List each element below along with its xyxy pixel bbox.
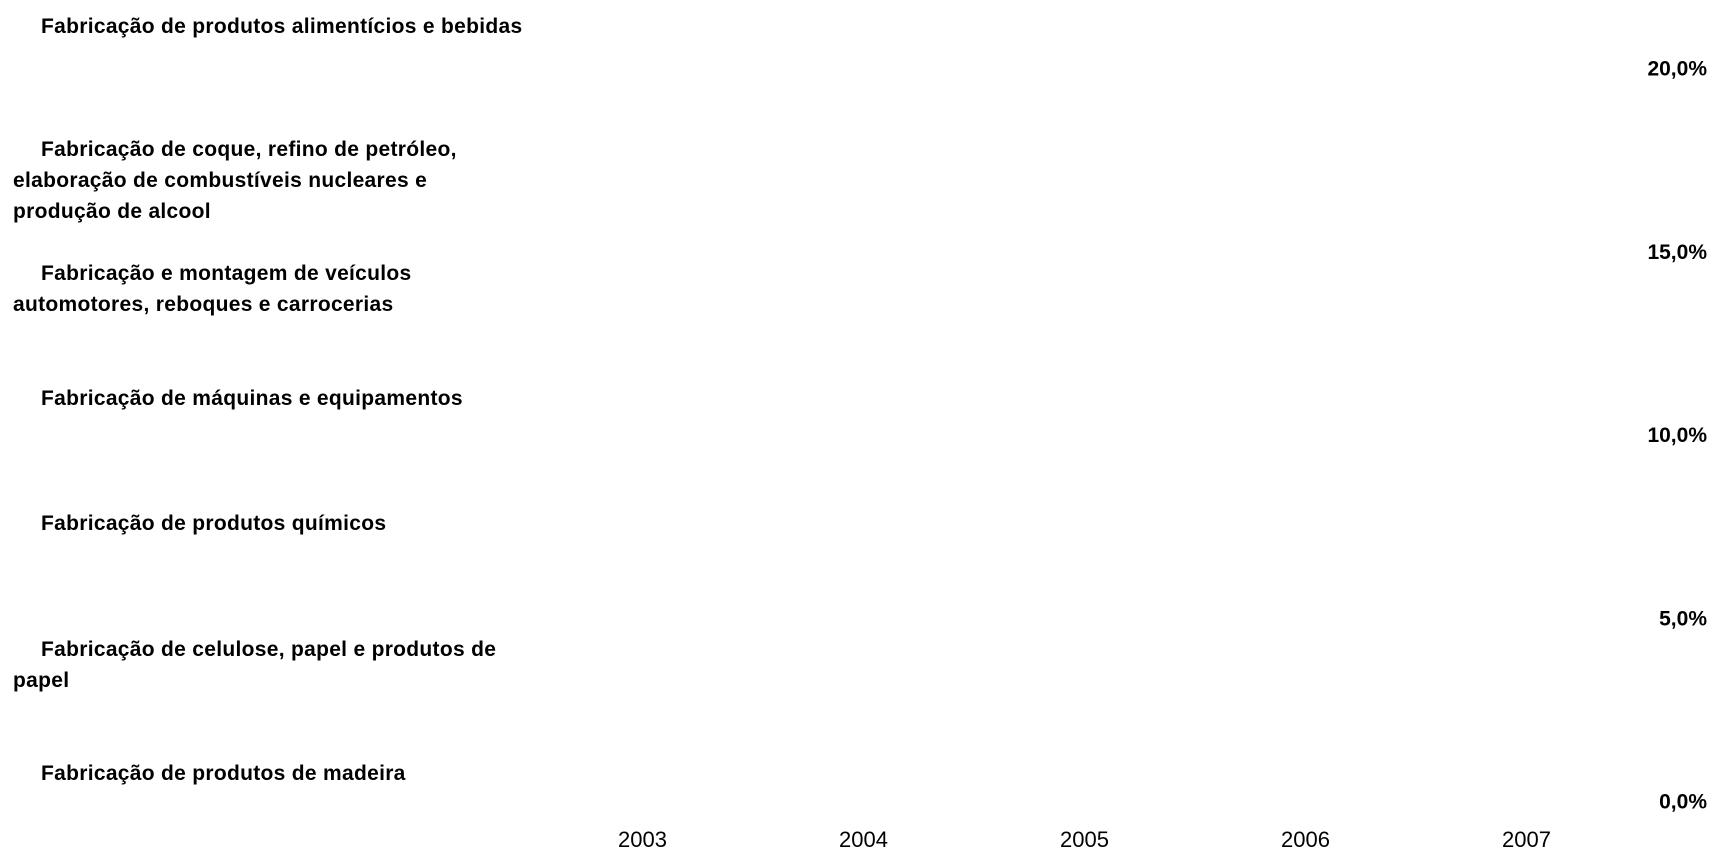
legend-entry: Fabricação de coque, refino de petróleo,…: [13, 138, 457, 223]
x-tick-label: 2003: [618, 827, 667, 852]
y-tick-label: 15,0%: [1647, 241, 1707, 264]
x-tick-label: 2007: [1502, 827, 1551, 852]
legend-entry: Fabricação de produtos de madeira: [41, 762, 406, 785]
y-tick-label: 0,0%: [1659, 791, 1707, 814]
x-tick-label: 2006: [1281, 827, 1330, 852]
y-tick-label: 5,0%: [1659, 607, 1707, 630]
y-tick-label: 10,0%: [1647, 424, 1707, 447]
y-tick-label: 20,0%: [1647, 58, 1707, 81]
x-tick-label: 2004: [839, 827, 888, 852]
legend-entry: Fabricação de produtos químicos: [41, 512, 387, 535]
legend-entry: Fabricação de máquinas e equipamentos: [41, 387, 463, 410]
x-tick-label: 2005: [1060, 827, 1109, 852]
legend-entry: Fabricação e montagem de veículos automo…: [13, 262, 412, 316]
legend-entry: Fabricação de produtos alimentícios e be…: [41, 15, 523, 38]
legend-entry: Fabricação de celulose, papel e produtos…: [13, 638, 497, 692]
